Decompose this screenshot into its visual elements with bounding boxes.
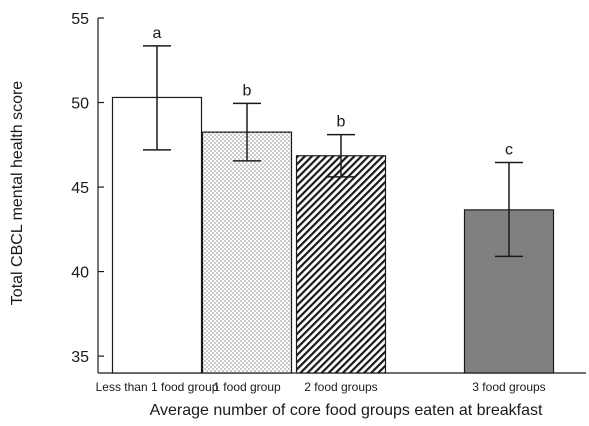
significance-label: b <box>337 114 346 131</box>
x-tick-label: 2 food groups <box>304 380 377 394</box>
y-tick-label: 50 <box>71 96 89 113</box>
x-tick-label: 3 food groups <box>472 380 545 394</box>
x-axis-title: Average number of core food groups eaten… <box>150 402 543 419</box>
significance-label: c <box>505 142 513 159</box>
y-tick-label: 35 <box>71 349 89 366</box>
bar <box>201 131 293 374</box>
y-tick-label: 45 <box>71 180 89 197</box>
significance-label: a <box>153 25 162 42</box>
y-tick-label: 40 <box>71 265 89 282</box>
x-tick-label: Less than 1 food group <box>96 380 219 394</box>
plot-area: 35 40 45 50 55 a Less than 1 food group b 1 food… <box>71 11 586 394</box>
y-axis-title: Total CBCL mental health score <box>9 81 26 306</box>
y-tick-label: 55 <box>71 11 89 28</box>
significance-label: b <box>243 82 252 99</box>
x-tick-label: 1 food group <box>213 380 281 394</box>
bar <box>295 155 387 374</box>
